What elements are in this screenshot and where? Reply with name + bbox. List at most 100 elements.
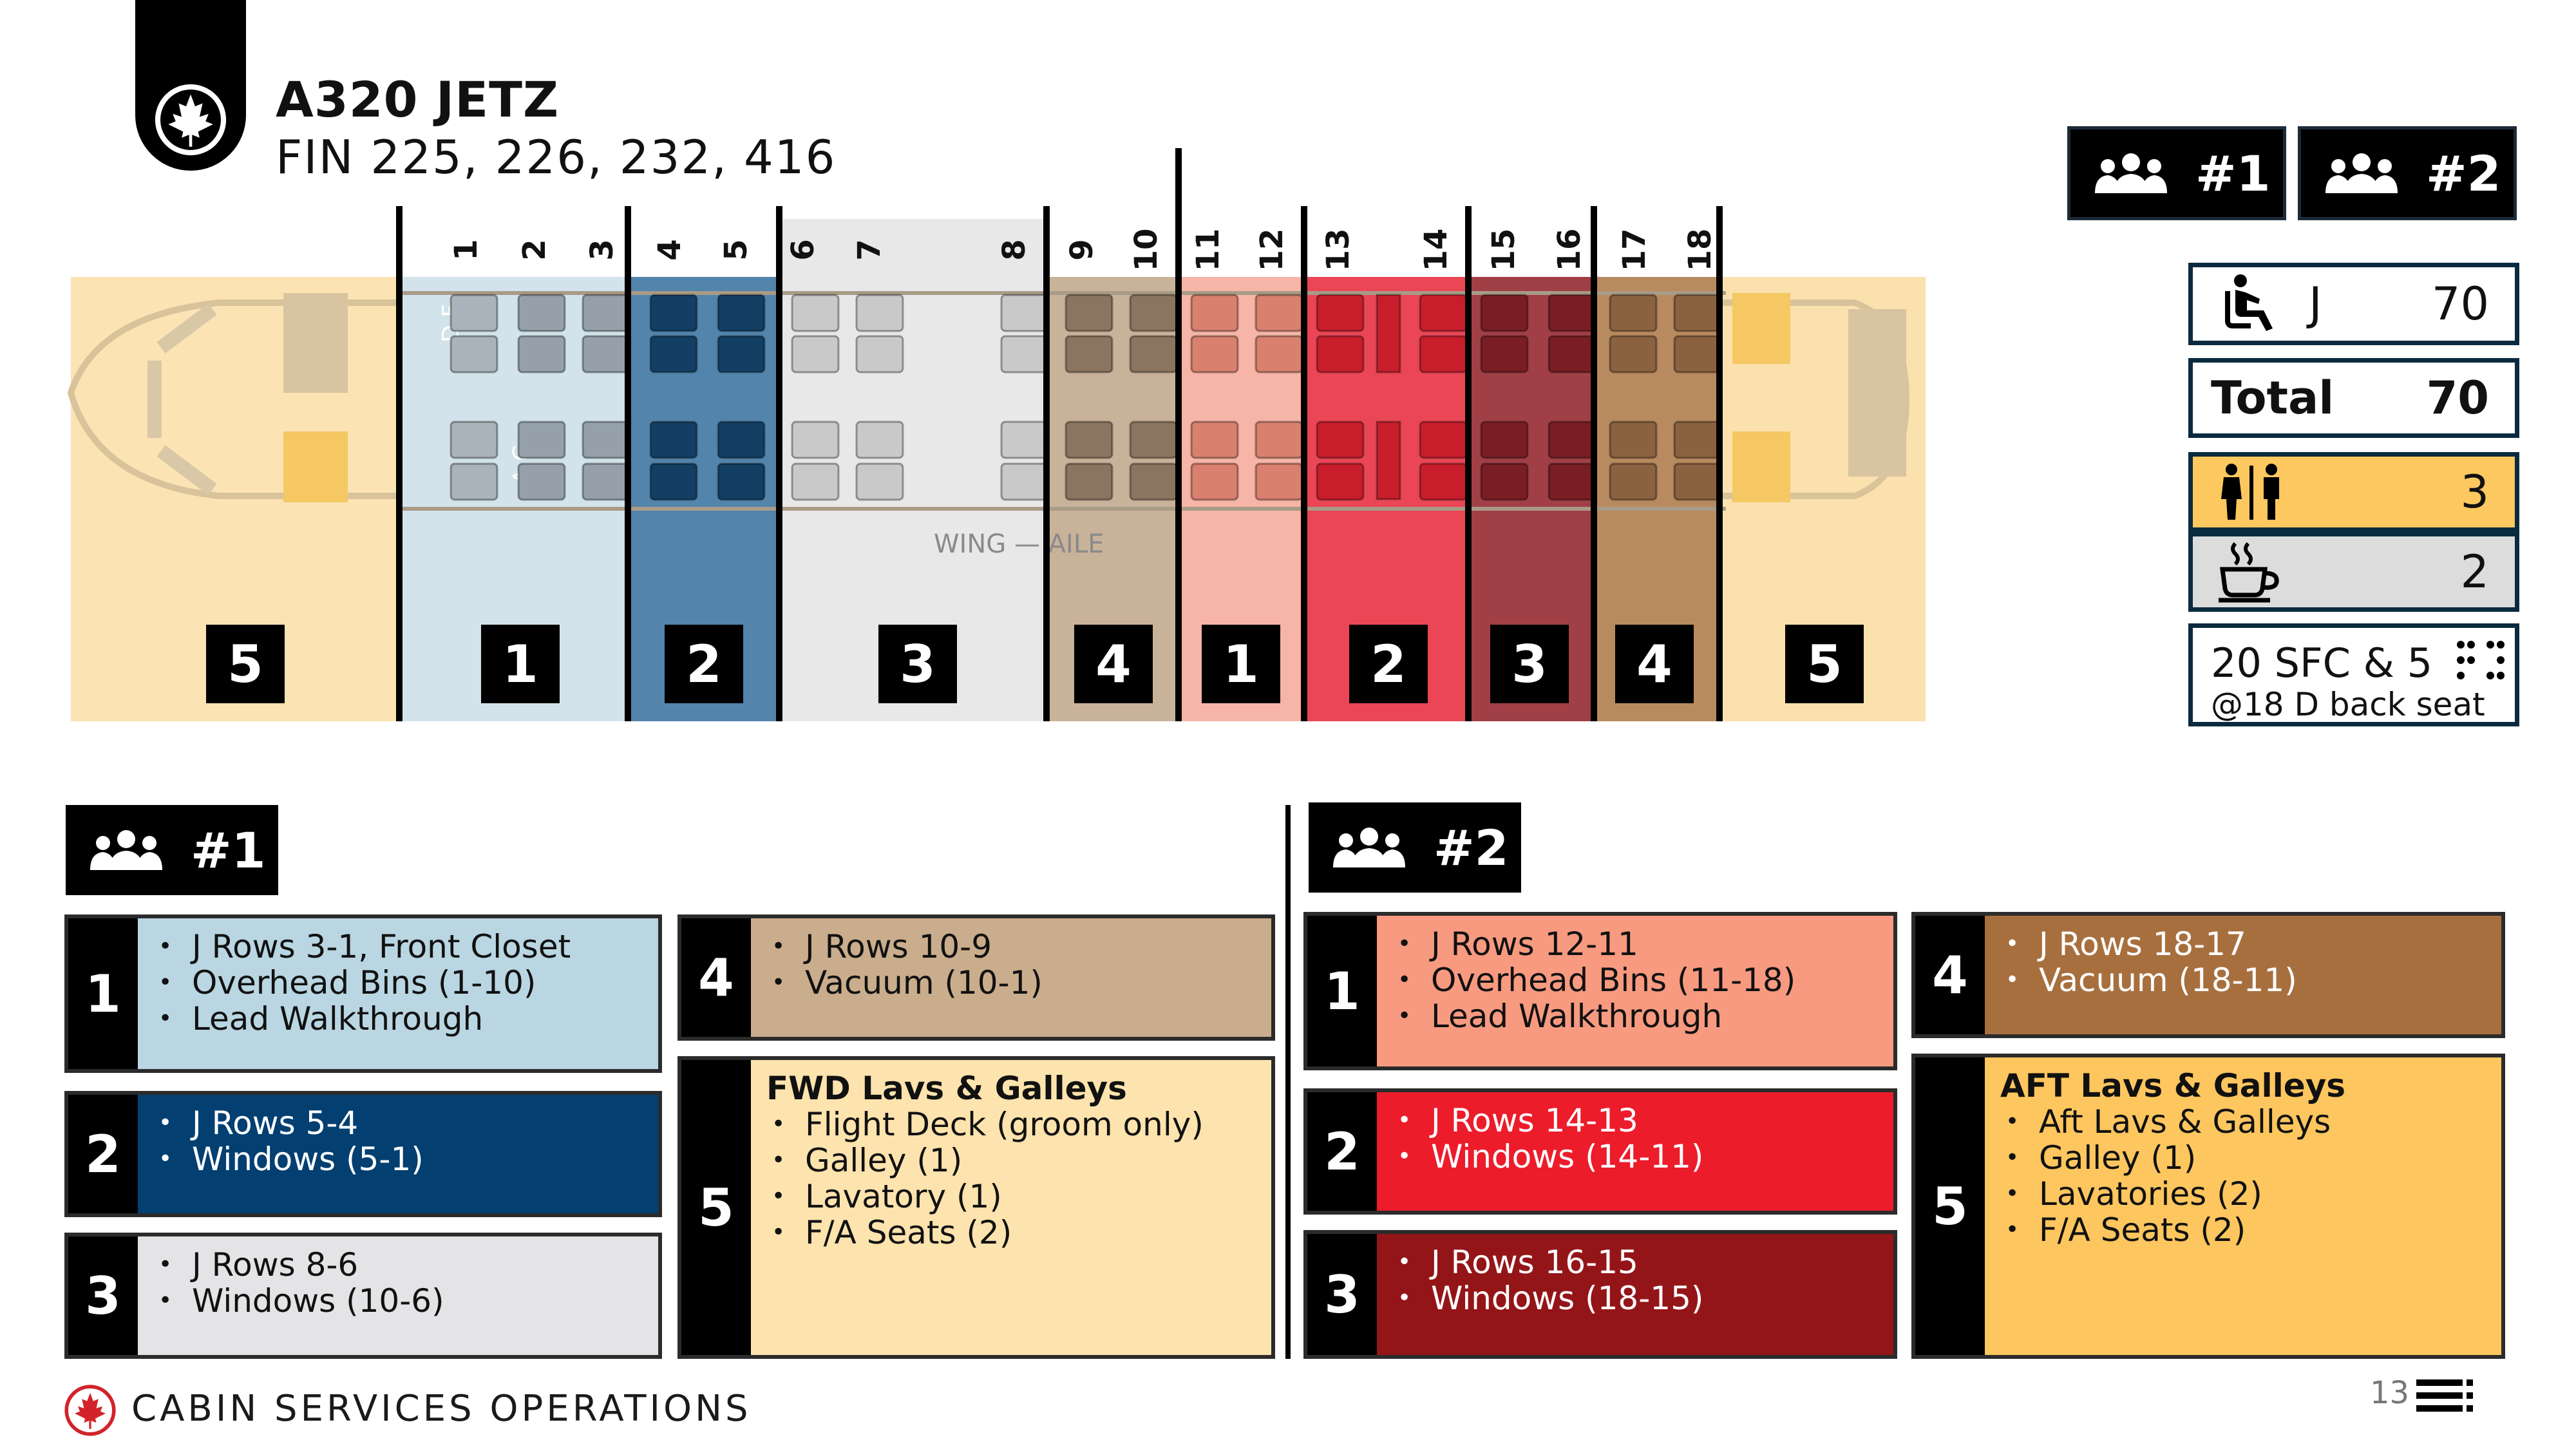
zone-number: 4	[681, 918, 751, 1037]
team1-zone2-block: 2 J Rows 5-4 Windows (5-1)	[64, 1091, 662, 1217]
footer-brand: CABIN SERVICES OPERATIONS	[131, 1388, 752, 1430]
task-item: Flight Deck (groom only)	[766, 1106, 1256, 1142]
team2-zone5-block: 5 AFT Lavs & Galleys Aft Lavs & Galleys …	[1911, 1054, 2505, 1359]
seat	[1316, 462, 1365, 501]
zone-number: 3	[68, 1236, 138, 1355]
seat	[1609, 294, 1658, 332]
lavatory-count-box: 3	[2188, 452, 2519, 532]
seat	[1065, 294, 1113, 332]
total-label: Total	[2211, 372, 2334, 424]
sfc-line2: @18 D back seat	[2211, 686, 2485, 723]
page-number: 13	[2370, 1375, 2410, 1411]
seat	[1419, 421, 1468, 459]
section-divider	[1285, 805, 1291, 1359]
seat-map: WING — AILE D F A C	[67, 148, 1926, 721]
class-count: 70	[2431, 278, 2489, 330]
zone-label-t2-3: 3	[1490, 625, 1569, 703]
team1-section-label: #1	[191, 821, 266, 879]
seat	[1609, 421, 1658, 459]
team2-section-header: #2	[1309, 802, 1521, 893]
seat	[791, 294, 840, 332]
center-console	[1376, 294, 1401, 374]
galley-count-box: 2	[2188, 532, 2519, 612]
task-item: Overhead Bins (1-10)	[153, 965, 643, 1001]
row-number: 4	[652, 239, 688, 261]
task-item: Windows (18-15)	[1392, 1280, 1878, 1316]
zone-number: 5	[1915, 1057, 1985, 1355]
zone-label-t2-4: 4	[1615, 625, 1694, 703]
seat	[1255, 462, 1303, 501]
seat	[1673, 335, 1722, 374]
sfc-line1: 20 SFC & 5	[2211, 639, 2433, 687]
aft-galley	[1848, 309, 1906, 477]
seat	[649, 294, 698, 332]
task-item: J Rows 8-6	[153, 1247, 643, 1283]
maple-leaf-roundel-icon	[64, 1385, 116, 1436]
row-number: 11	[1190, 228, 1226, 272]
team2-badge: #2	[2298, 126, 2517, 220]
task-item: Galley (1)	[766, 1142, 1256, 1179]
menu-list-icon[interactable]	[2416, 1378, 2474, 1414]
zone-label-t1-3: 3	[878, 625, 957, 703]
seat	[1480, 462, 1529, 501]
team2-zone4-block: 4 J Rows 18-17 Vacuum (18-11)	[1911, 912, 2505, 1038]
seat	[1316, 421, 1365, 459]
seat	[450, 462, 498, 501]
zone-number: 1	[68, 918, 138, 1069]
row-number: 13	[1320, 228, 1356, 272]
zone-number: 4	[1915, 916, 1985, 1034]
team1-zone3-block: 3 J Rows 8-6 Windows (10-6)	[64, 1233, 662, 1359]
task-item: J Rows 14-13	[1392, 1103, 1878, 1139]
row-number: 7	[851, 239, 887, 261]
seated-passenger-icon	[2225, 274, 2273, 331]
seat	[450, 335, 498, 374]
zone-label-fwd: 5	[206, 625, 285, 703]
zone-number: 3	[1307, 1234, 1377, 1355]
seat	[450, 294, 498, 332]
zone-label-t2-2: 2	[1349, 625, 1428, 703]
seat	[1673, 294, 1722, 332]
row-number: 3	[584, 239, 620, 261]
task-item: Windows (5-1)	[153, 1141, 643, 1177]
task-item: Vacuum (18-11)	[2000, 962, 2486, 998]
seat	[1000, 462, 1049, 501]
seat	[1480, 294, 1529, 332]
seat	[1480, 421, 1529, 459]
team1-zone4-block: 4 J Rows 10-9 Vacuum (10-1)	[677, 914, 1275, 1041]
zone-number: 5	[681, 1060, 751, 1355]
row-number: 14	[1418, 228, 1454, 272]
seat	[517, 462, 566, 501]
team2-section-label: #2	[1434, 819, 1509, 876]
seat	[1673, 462, 1722, 501]
logo-tab	[135, 0, 246, 171]
zone-number: 2	[68, 1095, 138, 1213]
team2-zone3-block: 3 J Rows 16-15 Windows (18-15)	[1303, 1230, 1897, 1359]
seat	[1419, 462, 1468, 501]
row-number: 8	[996, 239, 1032, 261]
row-number: 10	[1128, 228, 1164, 272]
seat	[855, 294, 904, 332]
seat	[517, 294, 566, 332]
seat	[855, 335, 904, 374]
seat	[1548, 294, 1596, 332]
seat	[1316, 335, 1365, 374]
team1-section-header: #1	[66, 805, 278, 895]
seat	[855, 462, 904, 501]
row-number: 6	[785, 239, 821, 261]
seat	[1609, 462, 1658, 501]
seat	[517, 421, 566, 459]
task-item: Lavatory (1)	[766, 1179, 1256, 1215]
seat	[1255, 421, 1303, 459]
galley-count: 2	[2460, 545, 2489, 598]
restroom-icon	[2221, 464, 2279, 520]
task-item: J Rows 18-17	[2000, 926, 2486, 962]
row-number: 12	[1254, 228, 1290, 272]
wing-label: WING — AILE	[934, 529, 1104, 559]
zone-label-aft: 5	[1785, 625, 1864, 703]
seat	[1190, 294, 1239, 332]
total-count: 70	[2426, 372, 2489, 424]
seat	[1609, 335, 1658, 374]
fwd-lavatory	[283, 431, 348, 502]
task-item: Windows (10-6)	[153, 1283, 643, 1319]
seat	[717, 294, 766, 332]
